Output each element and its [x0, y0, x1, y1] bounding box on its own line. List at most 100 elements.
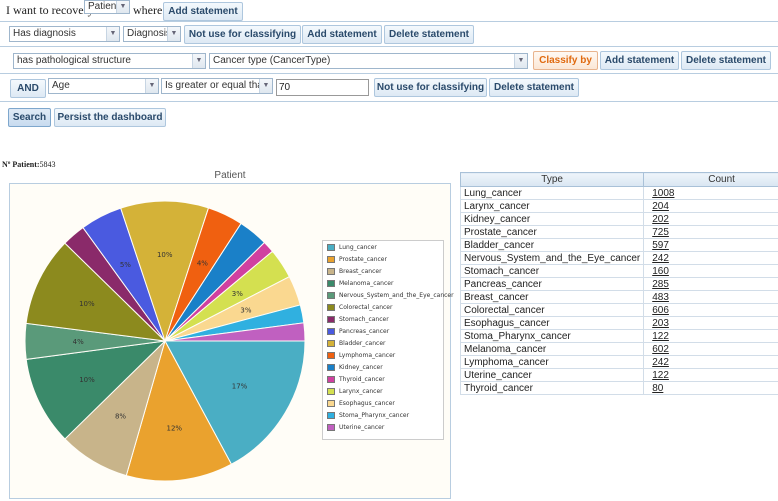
table-cell-count: 160	[643, 264, 778, 278]
table-cell-type: Nervous_System_and_the_Eye_cancer	[459, 251, 645, 265]
count-link[interactable]: 160	[652, 265, 669, 277]
table-cell-count: 202	[643, 212, 778, 226]
classify-by-button[interactable]: Classify by	[533, 51, 598, 70]
and-connector-button[interactable]: AND	[10, 79, 46, 98]
pie-chart-panel: 17% 12% 8% 10% 4% 10% 5% 10% 4% 3% 3% Lung_cancer P…	[9, 183, 454, 499]
count-link[interactable]: 122	[652, 369, 669, 381]
pie-slice-prostate-cancer	[125, 339, 233, 482]
row1-class-select[interactable]: Diagnosis ▼	[123, 26, 181, 42]
table-row: Larynx_cancer 204	[459, 199, 778, 213]
legend-label: Esophagus_cancer	[339, 400, 395, 407]
row3-property-select[interactable]: Age ▼	[48, 78, 159, 94]
count-link[interactable]: 597	[652, 239, 669, 251]
pie-slice-melanoma-cancer	[25, 340, 167, 440]
legend-label: Nervous_System_and_the_Eye_cancer	[339, 292, 454, 299]
count-link[interactable]: 606	[652, 304, 669, 316]
legend-label: Breast_cancer	[339, 268, 382, 275]
count-link[interactable]: 204	[652, 200, 669, 212]
row2-class-select[interactable]: Cancer type (CancerType) ▼	[209, 53, 528, 69]
pie-data-label: 3%	[232, 290, 243, 298]
row2-property-value: has pathological structure	[17, 55, 131, 66]
add-statement-button-1[interactable]: Add statement	[302, 25, 382, 44]
table-cell-count: 122	[643, 368, 778, 382]
not-use-for-classifying-button-1[interactable]: Not use for classifying	[184, 25, 301, 44]
legend-item: Stomach_cancer	[327, 315, 443, 327]
count-link[interactable]: 203	[652, 317, 669, 329]
count-link[interactable]: 122	[652, 330, 669, 342]
table-cell-type: Bladder_cancer	[459, 238, 645, 252]
where-label: where:	[133, 3, 166, 17]
legend-item: Bladder_cancer	[327, 339, 443, 351]
divider	[0, 73, 778, 74]
count-link[interactable]: 725	[652, 226, 669, 238]
count-link[interactable]: 80	[652, 382, 664, 394]
table-cell-count: 80	[643, 381, 778, 395]
legend-swatch	[327, 376, 335, 383]
table-cell-count: 606	[643, 303, 778, 317]
add-statement-button-top[interactable]: Add statement	[163, 2, 243, 21]
table-row: Bladder_cancer 597	[459, 238, 778, 252]
row3-operator-select[interactable]: Is greater or equal than ▼	[161, 78, 273, 94]
table-cell-type: Stomach_cancer	[459, 264, 645, 278]
legend-label: Bladder_cancer	[339, 340, 386, 347]
age-value-input[interactable]: 70	[276, 79, 369, 96]
legend-label: Larynx_cancer	[339, 388, 383, 395]
table-header-type: Type	[459, 172, 645, 187]
chevron-down-icon: ▼	[167, 27, 180, 41]
persist-dashboard-button[interactable]: Persist the dashboard	[54, 108, 166, 127]
pie-slice-lung-cancer	[164, 340, 306, 465]
legend-swatch	[327, 304, 335, 311]
row3-operator-value: Is greater or equal than	[165, 80, 269, 91]
pie-chart: 17% 12% 8% 10% 4% 10% 5% 10% 4% 3% 3%	[24, 200, 306, 482]
add-statement-button-2[interactable]: Add statement	[600, 51, 679, 70]
legend-swatch	[327, 292, 335, 299]
pie-data-label: 3%	[240, 307, 251, 315]
count-link[interactable]: 242	[652, 356, 669, 368]
pie-data-label: 12%	[166, 424, 182, 432]
row1-property-value: Has diagnosis	[13, 28, 76, 39]
search-button[interactable]: Search	[8, 108, 51, 127]
delete-statement-button-1[interactable]: Delete statement	[384, 25, 474, 44]
count-link[interactable]: 602	[652, 343, 669, 355]
row1-property-select[interactable]: Has diagnosis ▼	[9, 26, 120, 42]
entity-select[interactable]: Patient ▼	[84, 0, 130, 14]
table-row: Lung_cancer 1008	[459, 186, 778, 200]
count-link[interactable]: 1008	[652, 187, 675, 199]
legend-item: Stoma_Pharynx_cancer	[327, 411, 443, 423]
table-cell-count: 285	[643, 277, 778, 291]
table-row: Stomach_cancer 160	[459, 264, 778, 278]
legend-label: Thyroid_cancer	[339, 376, 385, 383]
delete-statement-button-3[interactable]: Delete statement	[489, 78, 579, 97]
delete-statement-button-2[interactable]: Delete statement	[681, 51, 771, 70]
legend-item: Lymphoma_cancer	[327, 351, 443, 363]
count-link[interactable]: 285	[652, 278, 669, 290]
legend-label: Prostate_cancer	[339, 256, 387, 263]
legend-item: Thyroid_cancer	[327, 375, 443, 387]
legend-item: Larynx_cancer	[327, 387, 443, 399]
count-link[interactable]: 483	[652, 291, 669, 303]
patient-count-value: 5843	[39, 160, 56, 169]
count-link[interactable]: 242	[652, 252, 669, 264]
chevron-down-icon: ▼	[145, 79, 158, 93]
legend-label: Stoma_Pharynx_cancer	[339, 412, 410, 419]
pie-data-label: 17%	[232, 382, 248, 390]
legend-label: Colorectal_cancer	[339, 304, 393, 311]
table-cell-type: Stoma_Pharynx_cancer	[459, 329, 645, 343]
row2-property-select[interactable]: has pathological structure ▼	[13, 53, 206, 69]
table-header-count: Count	[643, 172, 778, 187]
divider	[0, 46, 778, 47]
legend-swatch	[327, 424, 335, 431]
count-link[interactable]: 202	[652, 213, 669, 225]
pie-data-label: 8%	[115, 413, 126, 421]
table-cell-type: Breast_cancer	[459, 290, 645, 304]
legend-item: Prostate_cancer	[327, 255, 443, 267]
row3-property-value: Age	[52, 80, 70, 91]
table-cell-type: Uterine_cancer	[459, 368, 645, 382]
legend-label: Pancreas_cancer	[339, 328, 390, 335]
table-cell-count: 483	[643, 290, 778, 304]
results-table: Type Count Lung_cancer 1008 Larynx_cancer 2…	[459, 172, 778, 395]
table-cell-type: Lymphoma_cancer	[459, 355, 645, 369]
table-row: Prostate_cancer 725	[459, 225, 778, 239]
not-use-for-classifying-button-3[interactable]: Not use for classifying	[374, 78, 487, 97]
legend-item: Pancreas_cancer	[327, 327, 443, 339]
